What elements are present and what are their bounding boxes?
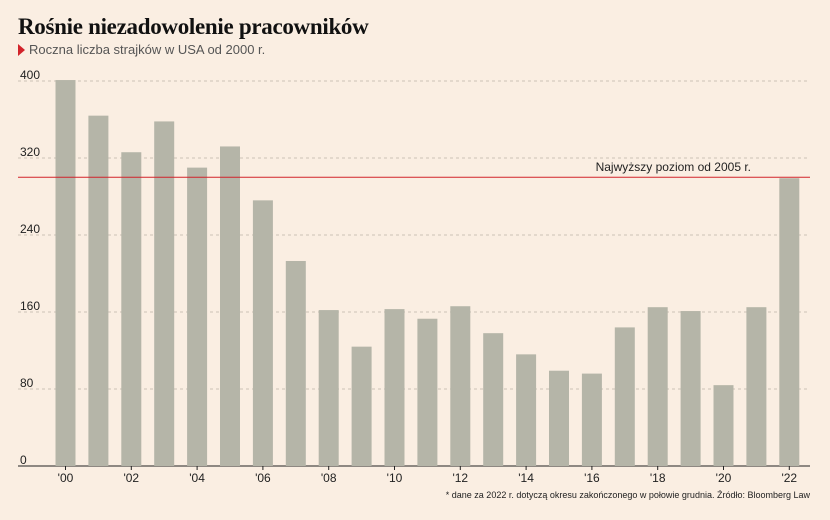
chart-subtitle: Roczna liczba strajków w USA od 2000 r.: [18, 42, 265, 57]
x-tick-label: '06: [255, 471, 271, 485]
bar-2022: [779, 178, 800, 466]
y-tick-label: 240: [20, 222, 40, 236]
bar-2019: [680, 311, 701, 466]
x-tick-label: '12: [452, 471, 468, 485]
x-tick-label: '20: [716, 471, 732, 485]
bar-2021: [746, 307, 767, 466]
bar-2004: [187, 167, 208, 466]
bar-2008: [318, 310, 339, 466]
bar-2015: [549, 370, 569, 466]
bar-2011: [417, 318, 438, 466]
bar-2014: [516, 354, 537, 466]
bar-2012: [450, 306, 471, 466]
subtitle-text: Roczna liczba strajków w USA od 2000 r.: [29, 42, 266, 57]
x-tick-label: '00: [58, 471, 74, 485]
bar-2003: [154, 121, 175, 467]
bar-2010: [384, 309, 405, 466]
x-tick-label: '04: [189, 471, 205, 485]
y-tick-label: 400: [20, 68, 40, 82]
y-tick-label: 80: [20, 376, 34, 390]
chart-title: Rośnie niezadowolenie pracowników: [18, 14, 369, 39]
grid-layer: 0 80 160 240 320 400: [18, 68, 810, 467]
bar-2006: [252, 200, 273, 466]
bar-2005: [220, 146, 240, 466]
y-tick-label: 160: [20, 299, 40, 313]
bar-2017: [614, 327, 635, 466]
x-tick-label: '08: [321, 471, 337, 485]
bar-2009: [351, 346, 372, 466]
y-tick-label: 320: [20, 145, 40, 159]
x-tick-label: '02: [123, 471, 139, 485]
x-tick-label: '16: [584, 471, 600, 485]
triangle-marker-icon: [18, 44, 25, 56]
bar-2000: [55, 80, 76, 466]
bar-2020: [713, 385, 734, 466]
x-tick-label: '22: [781, 471, 797, 485]
x-tick-label: '10: [387, 471, 403, 485]
bar-2018: [647, 307, 668, 466]
bar-2002: [121, 152, 142, 466]
bars-layer: [55, 80, 800, 467]
y-tick-label: 0: [20, 453, 27, 467]
x-axis-ticks: '00 '02 '04 '06 '08 '10 '12 '14 '16 '18 '20 '22: [58, 466, 797, 485]
reference-line-label: Najwyższy poziom od 2005 r.: [596, 160, 751, 174]
reference-layer: Najwyższy poziom od 2005 r.: [18, 160, 810, 178]
bar-2016: [581, 373, 602, 466]
x-tick-label: '18: [650, 471, 666, 485]
bar-2007: [285, 260, 306, 466]
bar-2001: [88, 115, 109, 467]
footnote: * dane za 2022 r. dotyczą okresu zakończ…: [445, 490, 810, 500]
bar-2013: [483, 333, 504, 466]
x-tick-label: '14: [518, 471, 534, 485]
